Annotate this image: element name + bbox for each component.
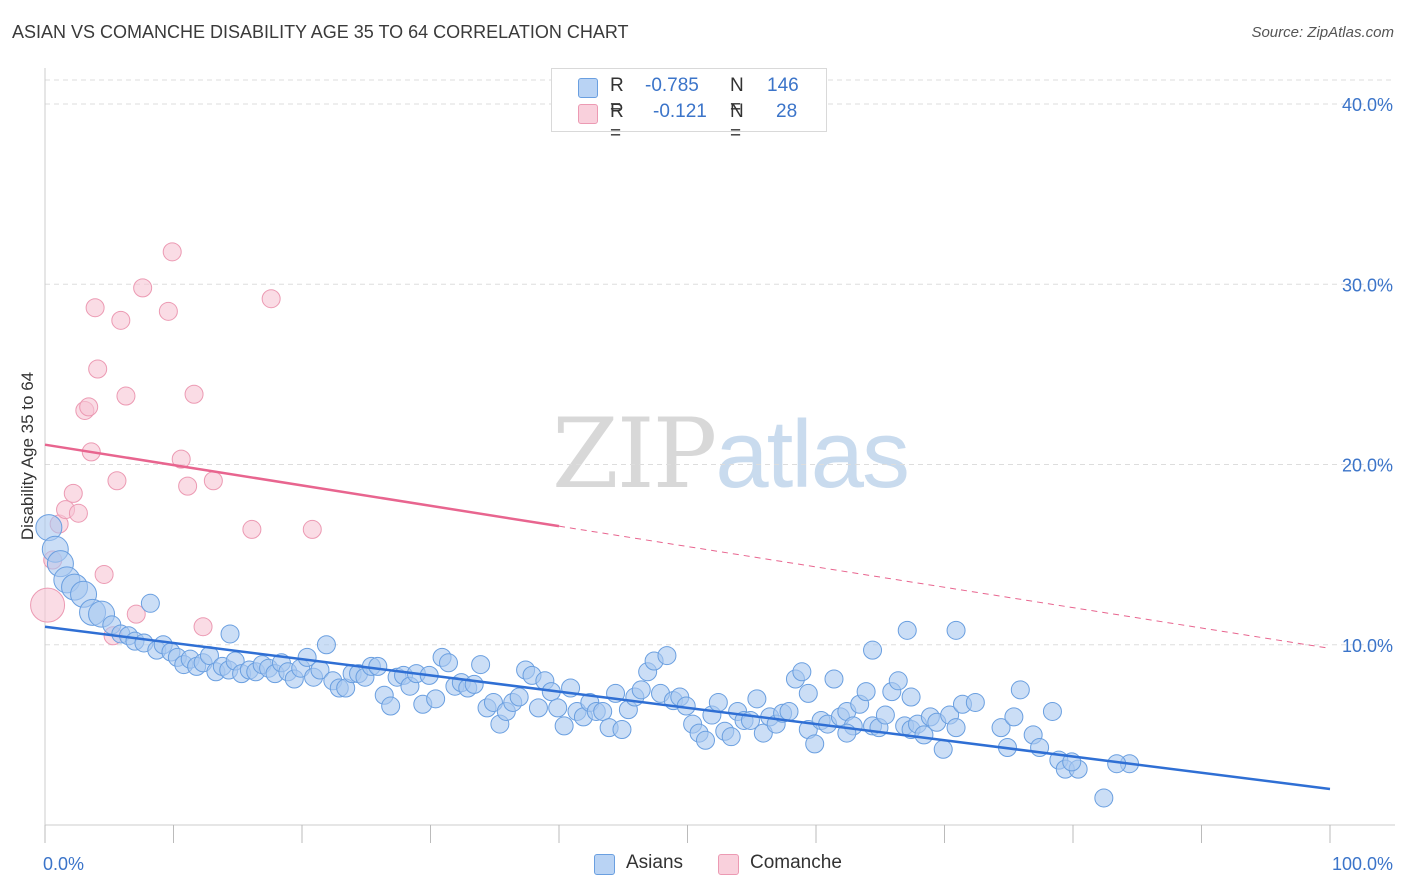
- asians-point: [965, 692, 985, 712]
- y-tick-label: 20.0%: [1342, 456, 1393, 476]
- comanche-point: [302, 519, 322, 539]
- asians-point: [824, 669, 844, 689]
- asians-point: [471, 655, 491, 675]
- asians-point: [897, 620, 917, 640]
- comanche-point: [133, 278, 153, 298]
- comanche-point: [88, 359, 108, 379]
- asians-point: [464, 674, 484, 694]
- y-tick-label: 10.0%: [1342, 636, 1393, 656]
- asians-point: [946, 718, 966, 738]
- asians-point: [856, 682, 876, 702]
- asians-point: [528, 698, 548, 718]
- n-value: 28: [776, 101, 798, 122]
- comanche-point: [79, 397, 99, 417]
- n-label: N =: [730, 75, 744, 118]
- asians-point: [779, 701, 799, 721]
- asians-point: [220, 624, 240, 644]
- n-value: 146: [767, 75, 799, 96]
- asians-point: [548, 698, 568, 718]
- r-value: -0.785: [645, 75, 699, 96]
- comanche-point: [116, 386, 136, 406]
- asians-point: [297, 647, 317, 667]
- tick-labels: 10.0% 20.0% 30.0% 40.0% 0.0% 100.0%: [43, 95, 1393, 874]
- correlation-legend: R = -0.785 N = 146 R = -0.121 N = 28: [551, 68, 827, 144]
- n-label: N =: [730, 101, 744, 144]
- asians-trend-line: [44, 625, 1331, 791]
- asians-point: [875, 705, 895, 725]
- comanche-swatch: [578, 104, 598, 124]
- comanche-trend-line: [44, 443, 560, 528]
- asians-point: [805, 734, 825, 754]
- comanche-point: [111, 310, 131, 330]
- axes: [44, 68, 1395, 843]
- comanche-point: [242, 519, 262, 539]
- comanche-point: [94, 564, 114, 584]
- asians-point: [438, 653, 458, 673]
- comanche-point: [68, 503, 88, 523]
- comanche-point: [30, 587, 66, 623]
- comanche-legend-swatch: [718, 854, 739, 875]
- asians-point: [901, 687, 921, 707]
- watermark-zip: ZIP: [552, 398, 717, 510]
- comanche-legend-label: Comanche: [750, 852, 842, 873]
- chart-title: ASIAN VS COMANCHE DISABILITY AGE 35 TO 6…: [12, 22, 629, 42]
- asians-point: [708, 692, 728, 712]
- asians-point: [1004, 707, 1024, 727]
- asians-point: [946, 620, 966, 640]
- comanche-point: [171, 449, 191, 469]
- trend-lines: [44, 443, 1331, 791]
- asians-point: [695, 730, 715, 750]
- asians-point: [933, 739, 953, 759]
- watermark-atlas: atlas: [715, 401, 910, 508]
- asians-points: [35, 514, 1140, 808]
- y-tick-label: 30.0%: [1342, 275, 1393, 295]
- r-value: -0.121: [653, 101, 707, 122]
- asians-point: [991, 718, 1011, 738]
- comanche-point: [107, 471, 127, 491]
- watermark: ZIPatlas: [552, 398, 910, 510]
- asians-point: [381, 696, 401, 716]
- asians-point: [792, 662, 812, 682]
- grid-lines: [45, 79, 1395, 646]
- comanche-point: [184, 384, 204, 404]
- asians-legend-swatch: [594, 854, 615, 875]
- asians-point: [798, 683, 818, 703]
- asians-point: [1010, 680, 1030, 700]
- x-tick-label: 0.0%: [43, 854, 84, 874]
- asians-point: [509, 687, 529, 707]
- asians-point: [612, 719, 632, 739]
- r-label: R =: [610, 101, 624, 144]
- asians-point: [721, 727, 741, 747]
- asians-point: [593, 701, 613, 721]
- source-label: Source: ZipAtlas.com: [1251, 24, 1394, 41]
- comanche-point: [193, 617, 213, 637]
- y-tick-label: 40.0%: [1342, 95, 1393, 115]
- r-label: R =: [610, 75, 624, 118]
- comanche-point: [85, 298, 105, 318]
- asians-legend-label: Asians: [626, 852, 684, 873]
- asians-point: [554, 716, 574, 736]
- asians-point: [140, 593, 160, 613]
- asians-point: [426, 689, 446, 709]
- asians-point: [888, 671, 908, 691]
- asians-point: [631, 680, 651, 700]
- asians-swatch: [578, 78, 598, 98]
- comanche-point: [162, 242, 182, 262]
- asians-point: [1042, 701, 1062, 721]
- comanche-point: [261, 289, 281, 309]
- asians-point: [316, 635, 336, 655]
- comanche-point: [203, 471, 223, 491]
- comanche-point: [63, 483, 83, 503]
- asians-point: [368, 656, 388, 676]
- x-tick-label: 100.0%: [1332, 854, 1393, 874]
- comanche-point: [178, 476, 198, 496]
- comanche-point: [126, 604, 146, 624]
- comanche-point: [158, 301, 178, 321]
- asians-point: [1094, 788, 1114, 808]
- comanche-trend-extension: [558, 525, 1331, 649]
- asians-point: [747, 689, 767, 709]
- asians-point: [863, 640, 883, 660]
- asians-point: [657, 646, 677, 666]
